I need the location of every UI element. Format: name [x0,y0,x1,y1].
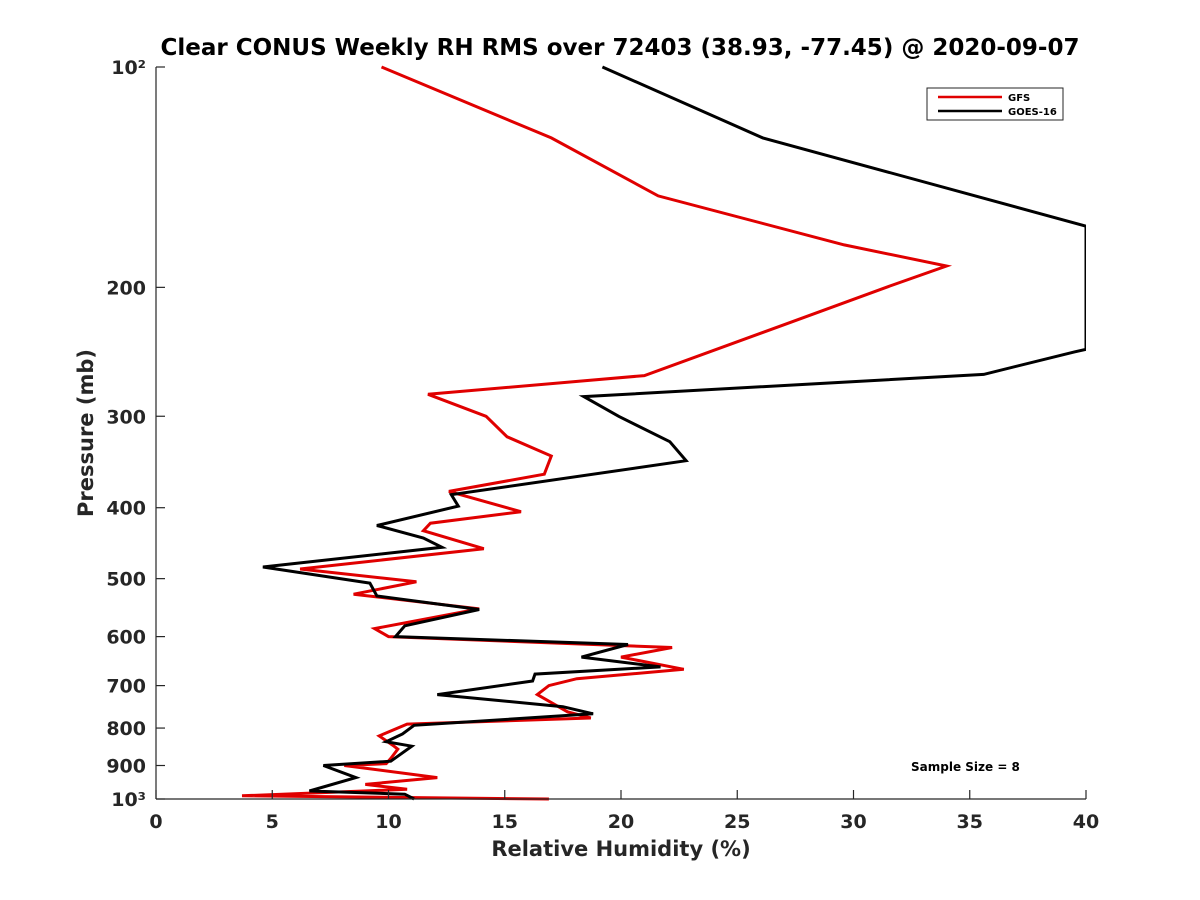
legend: GFS GOES-16 [926,87,1064,121]
x-tick-label: 40 [1073,811,1099,833]
legend-label-gfs: GFS [1008,93,1030,104]
x-tick-label: 25 [724,811,750,833]
x-tick-label: 5 [266,811,279,833]
y-tick-label: 300 [106,406,146,428]
legend-label-goes16: GOES-16 [1008,107,1057,118]
y-tick-label: 500 [106,569,146,591]
series-layer [241,65,1086,801]
x-tick-label: 30 [840,811,866,833]
y-tick-label: 900 [106,756,146,778]
x-tick-label: 20 [608,811,634,833]
legend-box [926,87,1064,121]
y-tick-label: 10³ [111,789,146,811]
x-axis-ticks: 0 5 10 15 20 25 30 35 40 [149,790,1099,833]
y-tick-label: 600 [106,627,146,649]
y-tick-label: 400 [106,498,146,520]
series-line-gfs [241,65,953,801]
series-line-goes16 [262,65,1086,801]
y-tick-label: 200 [106,277,146,299]
x-axis-label: Relative Humidity (%) [491,837,750,861]
y-tick-label: 800 [106,718,146,740]
y-axis-label: Pressure (mb) [74,349,98,517]
y-axis-ticks: 10² 200 300 400 500 600 700 800 900 10³ [106,57,165,811]
chart-title: Clear CONUS Weekly RH RMS over 72403 (38… [161,35,1080,61]
x-tick-label: 10 [375,811,401,833]
y-tick-label: 700 [106,676,146,698]
x-tick-label: 15 [492,811,518,833]
x-tick-label: 0 [149,811,162,833]
sample-size-annotation: Sample Size = 8 [911,760,1020,774]
y-tick-label: 10² [111,57,146,79]
x-tick-label: 35 [957,811,983,833]
